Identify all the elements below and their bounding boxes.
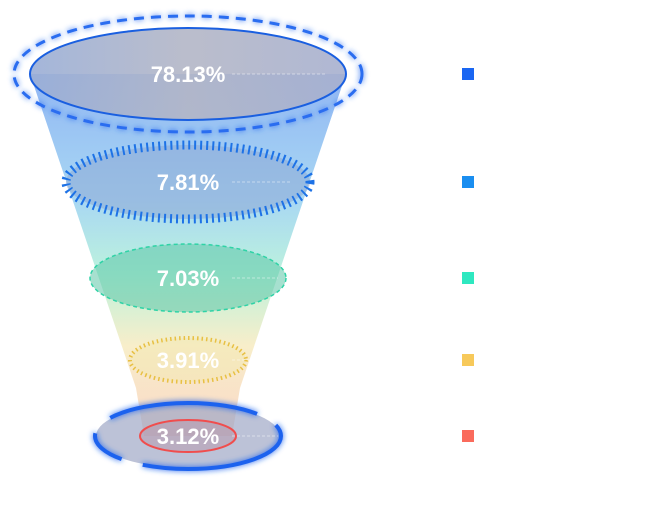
legend-swatch	[462, 176, 474, 188]
data-label: 78.13%	[151, 62, 226, 87]
level-3-ellipse	[89, 243, 287, 313]
level-2-ellipse	[61, 140, 315, 224]
level-1-ellipse	[29, 27, 347, 121]
data-label: 3.91%	[157, 348, 219, 373]
level-5-ellipse	[139, 419, 237, 453]
level-5-outer-ring	[93, 401, 283, 471]
legend-item[interactable]	[462, 354, 474, 366]
data-label: 7.03%	[157, 266, 219, 291]
level-1-outer-ring	[12, 14, 364, 134]
data-label: 3.12%	[157, 424, 219, 449]
legend-item[interactable]	[462, 430, 474, 442]
legend-item[interactable]	[462, 272, 474, 284]
legend-swatch	[462, 272, 474, 284]
legend-swatch	[462, 430, 474, 442]
legend-swatch	[462, 354, 474, 366]
legend-item[interactable]	[462, 176, 474, 188]
data-label: 7.81%	[157, 170, 219, 195]
legend-item[interactable]	[462, 68, 474, 80]
legend-swatch	[462, 68, 474, 80]
level-4-ellipse	[128, 336, 248, 384]
